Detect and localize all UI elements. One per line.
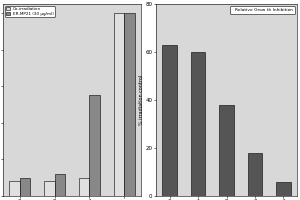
Legend: Relative Grow th Inhibition: Relative Grow th Inhibition — [230, 6, 295, 14]
Bar — [79, 178, 89, 196]
Bar — [162, 45, 177, 196]
Bar — [55, 174, 65, 196]
Bar — [89, 95, 100, 196]
Bar — [9, 181, 20, 196]
Bar — [20, 178, 30, 196]
Bar — [276, 182, 291, 196]
Bar — [44, 181, 55, 196]
Bar — [114, 13, 124, 196]
Bar — [248, 153, 262, 196]
Legend: Co-irradiation, ER-MP21 (30 μg/ml): Co-irradiation, ER-MP21 (30 μg/ml) — [5, 6, 55, 17]
Y-axis label: % irradiation control: % irradiation control — [139, 75, 144, 125]
Bar — [124, 13, 135, 196]
Bar — [191, 52, 205, 196]
Bar — [219, 105, 234, 196]
